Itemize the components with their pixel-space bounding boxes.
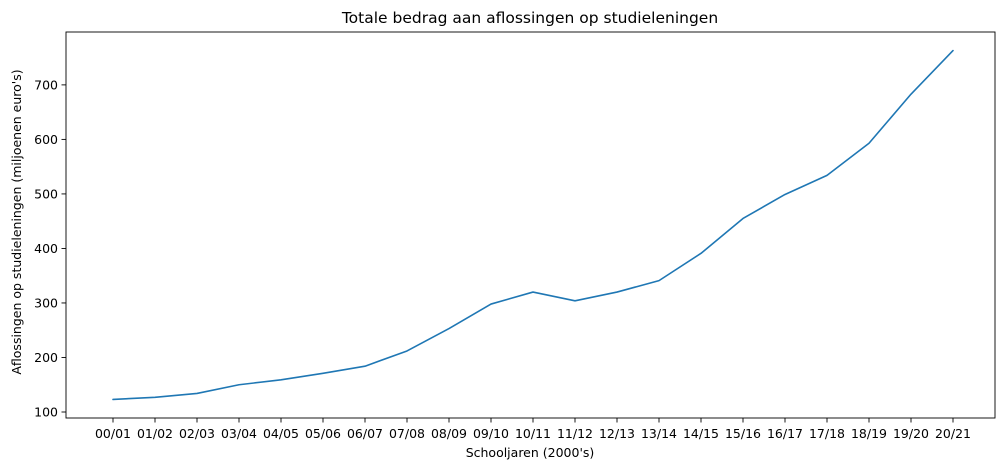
x-tick-label: 10/11 <box>515 426 551 441</box>
x-tick-label: 20/21 <box>935 426 971 441</box>
x-tick-label: 00/01 <box>95 426 131 441</box>
y-tick-label: 700 <box>34 77 58 92</box>
x-tick-label: 06/07 <box>347 426 383 441</box>
x-tick-label: 07/08 <box>389 426 425 441</box>
x-tick-label: 12/13 <box>599 426 635 441</box>
plot-frame <box>65 31 996 419</box>
x-tick-label: 15/16 <box>725 426 761 441</box>
x-tick-label: 16/17 <box>767 426 803 441</box>
x-tick-label: 03/04 <box>221 426 257 441</box>
x-tick-label: 18/19 <box>851 426 887 441</box>
x-axis-label: Schooljaren (2000's) <box>466 445 595 460</box>
chart-title: Totale bedrag aan aflossingen op studiel… <box>341 9 718 27</box>
x-tick-label: 04/05 <box>263 426 299 441</box>
y-tick-label: 500 <box>34 186 58 201</box>
x-tick-label: 11/12 <box>557 426 593 441</box>
y-tick-label: 100 <box>34 405 58 420</box>
series-line <box>112 49 954 401</box>
x-tick-label: 01/02 <box>137 426 173 441</box>
y-axis: 100 200 300 400 500 600 700 <box>34 77 66 420</box>
y-tick-label: 200 <box>34 350 58 365</box>
x-tick-label: 14/15 <box>683 426 719 441</box>
x-tick-label: 02/03 <box>179 426 215 441</box>
x-tick-label: 05/06 <box>305 426 341 441</box>
y-tick-label: 600 <box>34 132 58 147</box>
series-layer <box>112 49 954 401</box>
x-tick-label: 19/20 <box>893 426 929 441</box>
x-tick-label: 17/18 <box>809 426 845 441</box>
y-tick-label: 300 <box>34 295 58 310</box>
x-axis: 00/01 01/02 02/03 03/04 04/05 05/06 06/07 07/08… <box>95 418 971 441</box>
y-axis-label: Aflossingen op studieleningen (miljoenen… <box>9 69 24 374</box>
y-tick-label: 400 <box>34 241 58 256</box>
x-tick-label: 13/14 <box>641 426 677 441</box>
x-tick-label: 08/09 <box>431 426 467 441</box>
x-tick-label: 09/10 <box>473 426 509 441</box>
